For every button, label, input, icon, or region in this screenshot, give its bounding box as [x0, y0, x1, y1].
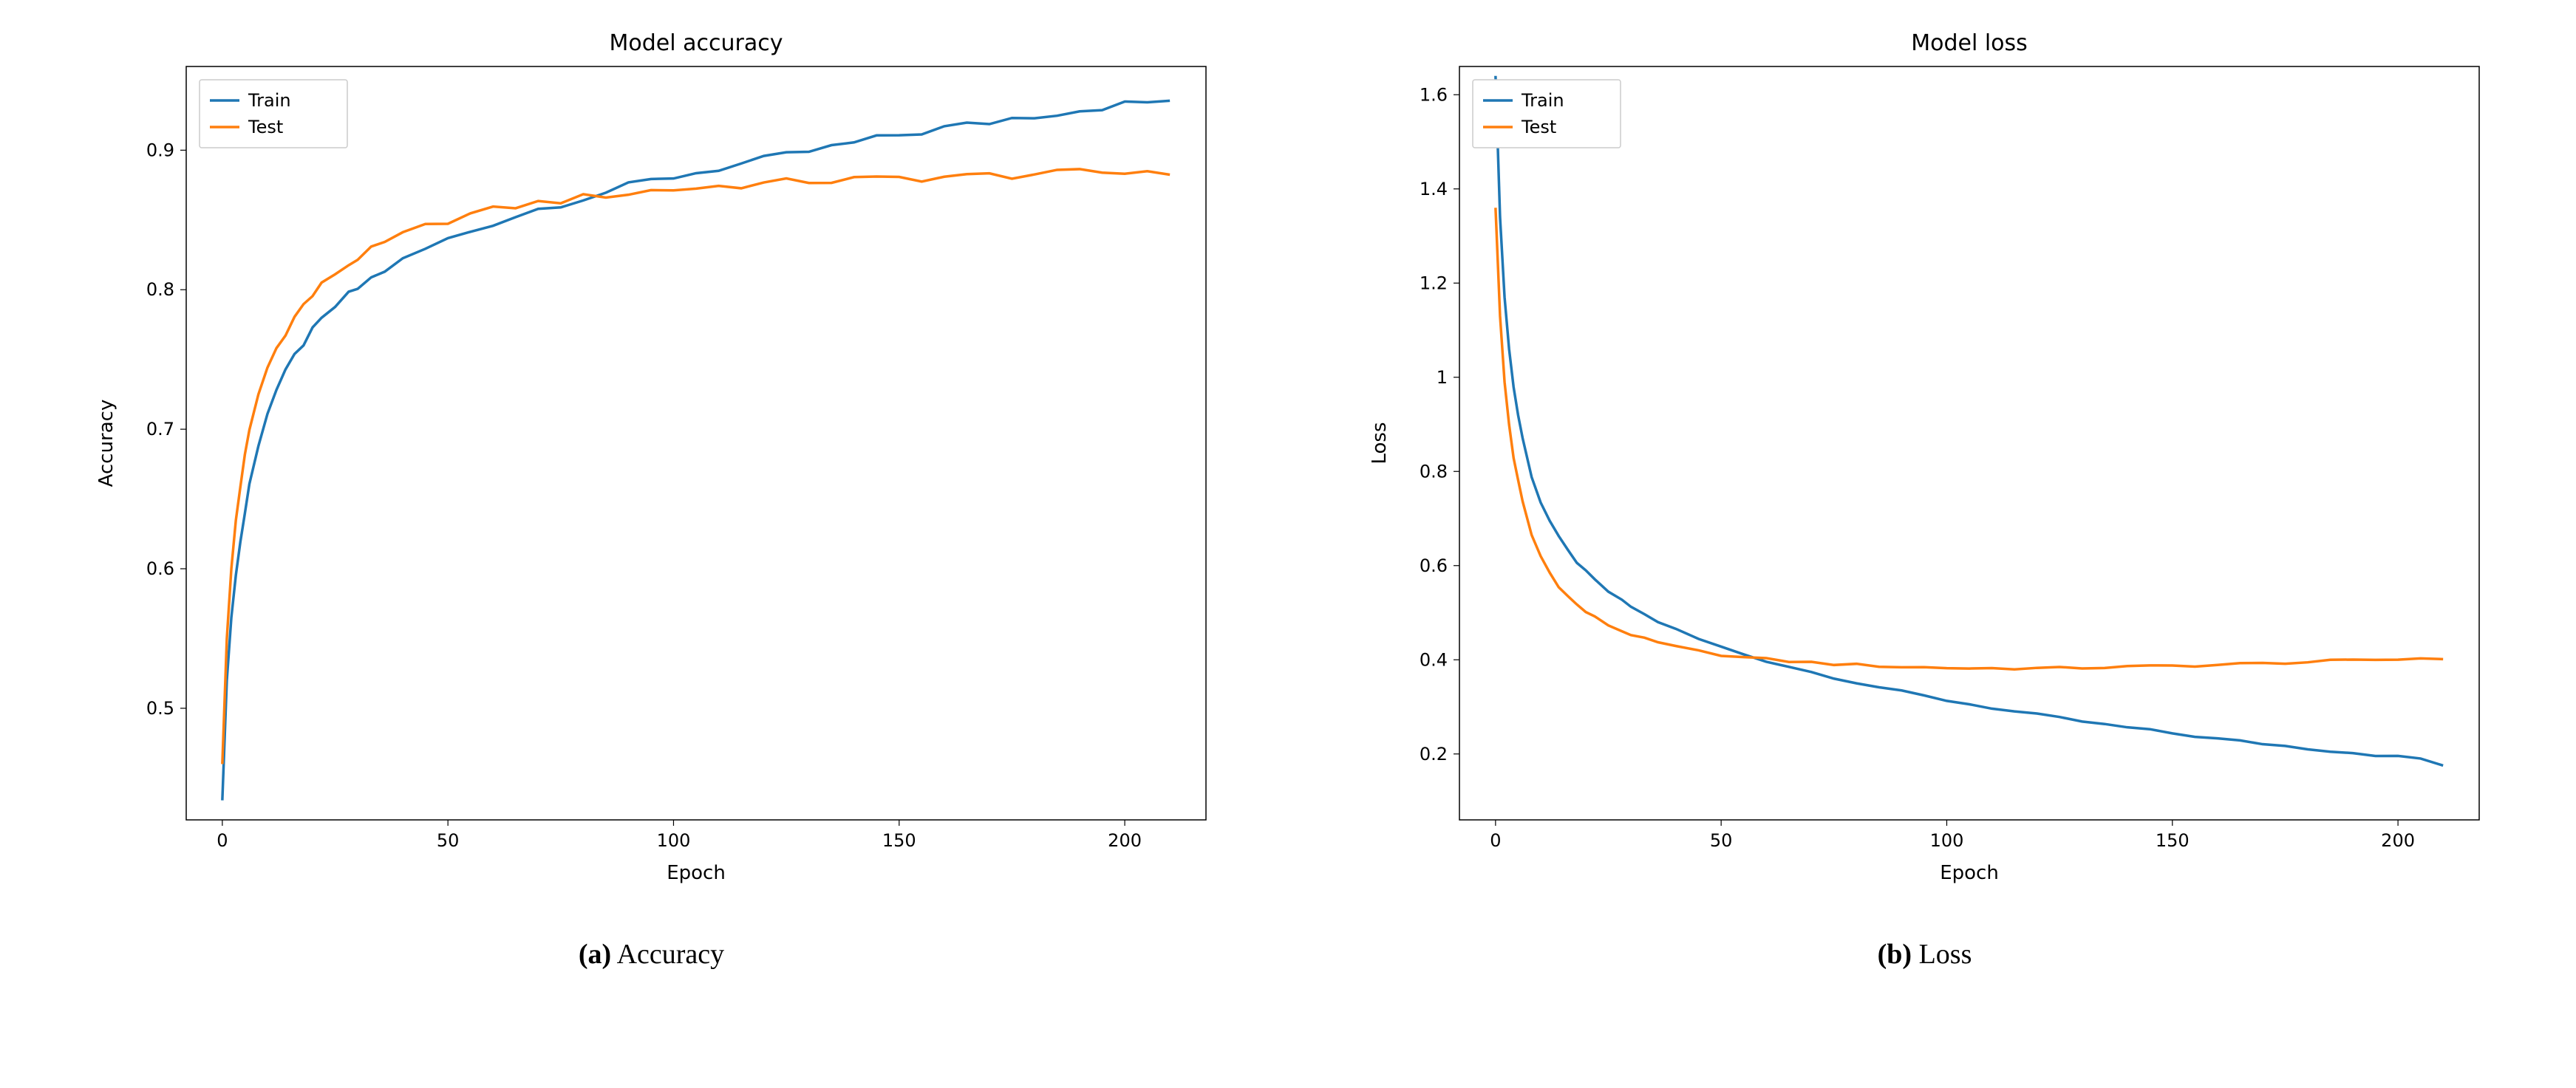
loss-plot-area: 0 50 100 150 200 0.2 0.4 0.6 0.8 1 1.2 1.4 1.6 Epoch L…	[1349, 15, 2501, 916]
x-tick-label: 200	[2381, 830, 2415, 851]
x-tick-label: 0	[217, 830, 228, 851]
y-tick-label: 0.8	[1419, 461, 1447, 482]
y-tick-label: 0.7	[146, 419, 174, 439]
x-tick-label: 50	[436, 830, 459, 851]
loss-caption-text: Loss	[1919, 939, 1972, 970]
series-test	[1495, 208, 2442, 669]
legend-label: Test	[1521, 117, 1556, 137]
x-tick-label: 200	[1108, 830, 1142, 851]
accuracy-caption-text: Accuracy	[617, 939, 725, 970]
x-tick-label: 0	[1490, 830, 1501, 851]
loss-caption-tag: (b)	[1878, 939, 1912, 970]
series-test	[222, 169, 1169, 764]
y-tick-label: 1.4	[1419, 179, 1447, 199]
y-tick-label: 0.4	[1419, 649, 1447, 670]
accuracy-svg: 0 50 100 150 200 0.5 0.6 0.7 0.8 0.9 Epoch Accuracy…	[75, 15, 1228, 916]
figure-container: 0501001502000.50.60.70.80.9EpochAccuracy…	[15, 15, 2561, 971]
accuracy-plot-area: 0 50 100 150 200 0.5 0.6 0.7 0.8 0.9 Epoch Accuracy…	[75, 15, 1228, 916]
x-axis-label: Epoch	[1940, 862, 1999, 884]
y-tick-label: 1	[1436, 367, 1447, 388]
y-tick-label: 0.8	[146, 279, 174, 300]
y-tick-label: 1.6	[1419, 84, 1447, 105]
chart-title: Model accuracy	[609, 30, 783, 56]
x-tick-label: 50	[1709, 830, 1732, 851]
y-tick-label: 0.9	[146, 140, 174, 160]
y-tick-label: 0.2	[1419, 744, 1447, 764]
accuracy-caption-tag: (a)	[579, 939, 611, 970]
chart-title: Model loss	[1911, 30, 2028, 56]
x-tick-label: 100	[656, 830, 690, 851]
loss-caption: (b) Loss	[1878, 938, 1972, 971]
legend-label: Train	[248, 90, 291, 111]
series-train	[222, 100, 1169, 800]
x-axis-label: Epoch	[667, 862, 726, 884]
y-axis-label: Loss	[1369, 422, 1391, 464]
loss-subplot: 0 50 100 150 200 0.2 0.4 0.6 0.8 1 1.2 1.4 1.6 Epoch L…	[1349, 15, 2501, 971]
loss-svg: 0 50 100 150 200 0.2 0.4 0.6 0.8 1 1.2 1.4 1.6 Epoch L…	[1349, 15, 2501, 916]
y-tick-label: 0.5	[146, 698, 174, 719]
x-tick-label: 150	[2155, 830, 2189, 851]
legend-label: Test	[248, 117, 283, 137]
y-tick-label: 0.6	[146, 558, 174, 579]
accuracy-subplot: 0 50 100 150 200 0.5 0.6 0.7 0.8 0.9 Epoch Accuracy…	[75, 15, 1228, 971]
x-tick-label: 150	[882, 830, 916, 851]
accuracy-caption: (a) Accuracy	[579, 938, 724, 971]
x-tick-label: 100	[1929, 830, 1963, 851]
y-tick-label: 0.6	[1419, 555, 1447, 576]
legend-label: Train	[1521, 90, 1564, 111]
y-tick-label: 1.2	[1419, 273, 1447, 293]
y-axis-label: Accuracy	[95, 400, 117, 487]
